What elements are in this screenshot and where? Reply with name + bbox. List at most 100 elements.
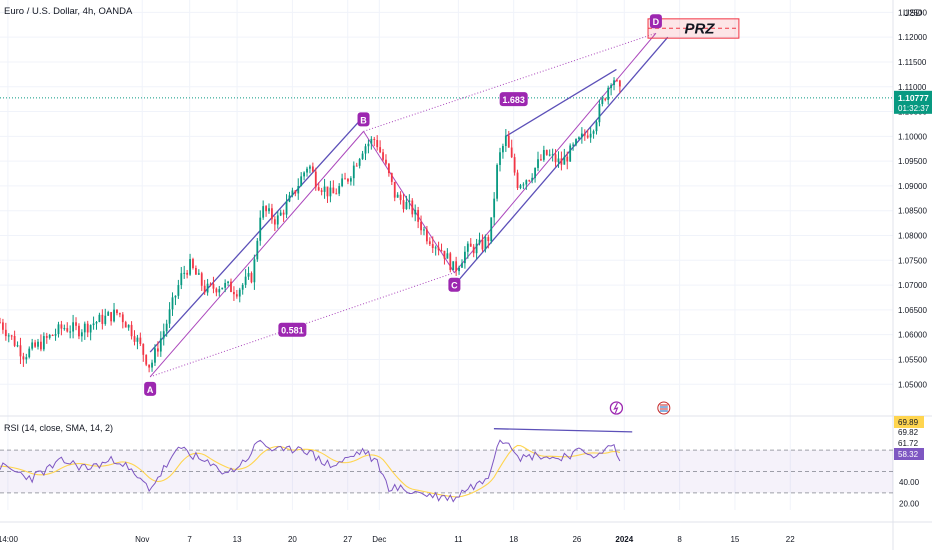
candle-body (341, 178, 344, 187)
candle-body (408, 200, 411, 202)
candle-body (162, 331, 165, 339)
candle-body (560, 158, 563, 165)
candle-body (69, 331, 72, 333)
point-badge-c (448, 277, 461, 292)
candle-body (417, 209, 420, 222)
candle-body (224, 282, 227, 288)
candle-body (434, 247, 437, 249)
candle-body (259, 217, 262, 241)
candle-body (405, 201, 408, 210)
point-badge-a (144, 381, 157, 396)
candle-body (265, 206, 267, 212)
candle-body (472, 246, 475, 254)
ratio-badge (278, 322, 307, 337)
candle-body (83, 323, 86, 333)
candle-body (110, 312, 113, 322)
candle-body (57, 324, 60, 335)
candle-body (338, 186, 341, 194)
candles (0, 77, 621, 373)
candle-body (607, 87, 610, 100)
y-tick-label: 1.05000 (898, 380, 927, 389)
candle-body (601, 98, 604, 105)
candle-body (107, 312, 110, 316)
candle-body (25, 357, 28, 360)
candle-body (335, 193, 338, 195)
candle-body (373, 138, 376, 141)
candle-body (466, 243, 469, 252)
chart-title: Euro / U.S. Dollar, 4h, OANDA (4, 6, 133, 17)
candle-body (142, 343, 145, 355)
candle-body (314, 171, 317, 188)
candle-body (306, 168, 308, 173)
point-label-a: A (147, 385, 154, 395)
candle-body (446, 253, 449, 259)
candle-body (370, 138, 373, 144)
rsi-y-tick-label: 20.00 (899, 500, 920, 509)
candle-body (382, 152, 384, 160)
candle-body (171, 297, 174, 310)
candle-body (440, 250, 443, 252)
candle-body (168, 309, 171, 324)
x-tick-label: 8 (677, 535, 682, 544)
candle-body (294, 190, 297, 194)
candle-body (428, 241, 431, 245)
candle-body (279, 212, 282, 216)
candle-body (16, 345, 19, 347)
candle-body (414, 209, 417, 215)
candle-body (72, 322, 75, 332)
candle-body (504, 135, 507, 147)
x-tick-label: 26 (572, 535, 581, 544)
lightning-glyph (613, 402, 619, 414)
candle-body (390, 173, 393, 182)
candle-body (268, 208, 270, 212)
candle-body (598, 104, 601, 123)
rsi-ma-line (0, 444, 621, 498)
candle-body (271, 208, 273, 220)
candle-body (616, 80, 618, 82)
candle-body (586, 135, 589, 138)
candle-body (227, 281, 229, 283)
candle-body (89, 325, 92, 333)
y-tick-label: 1.06500 (898, 306, 927, 315)
candle-body (86, 323, 89, 333)
rsi-pane: RSI (14, close, SMA, 14, 2) (0, 401, 671, 503)
candle-body (95, 322, 98, 324)
candle-body (148, 364, 151, 368)
point-badge-b (357, 112, 370, 127)
candle-body (566, 156, 569, 162)
y-tick-label: 1.11000 (898, 83, 927, 92)
rsi-y-tick-label: 40.00 (899, 478, 920, 487)
candle-body (349, 178, 352, 182)
candle-body (317, 187, 320, 191)
candle-body (379, 147, 382, 153)
ratio-badge (499, 92, 528, 107)
y-tick-label: 1.07000 (898, 281, 927, 290)
x-tick-label: 18 (509, 535, 518, 544)
candle-body (230, 281, 232, 292)
candle-body (200, 273, 203, 286)
candle-body (402, 200, 405, 210)
candle-body (118, 313, 121, 315)
candle-body (195, 268, 197, 275)
candle-body (22, 356, 25, 360)
candle-body (604, 98, 607, 100)
candle-body (51, 335, 54, 337)
candle-body (180, 273, 183, 286)
candle-body (2, 322, 4, 330)
candle-body (159, 338, 162, 352)
candle-body (361, 153, 364, 160)
candle-body (136, 337, 139, 342)
candle-body (458, 267, 460, 272)
candle-body (116, 309, 118, 314)
candle-body (531, 177, 534, 181)
candle-body (347, 178, 349, 182)
candle-body (34, 342, 36, 347)
labels: PRZ A B C D 0.581 1.683 Euro / U.S. Dollar, 4h,… (4, 6, 715, 396)
candle-body (320, 190, 323, 192)
candle-body (396, 194, 399, 198)
candle-body (551, 154, 554, 156)
x-tick-label: 20 (288, 535, 297, 544)
x-tick-label: 27 (343, 535, 352, 544)
candle-body (399, 194, 402, 201)
